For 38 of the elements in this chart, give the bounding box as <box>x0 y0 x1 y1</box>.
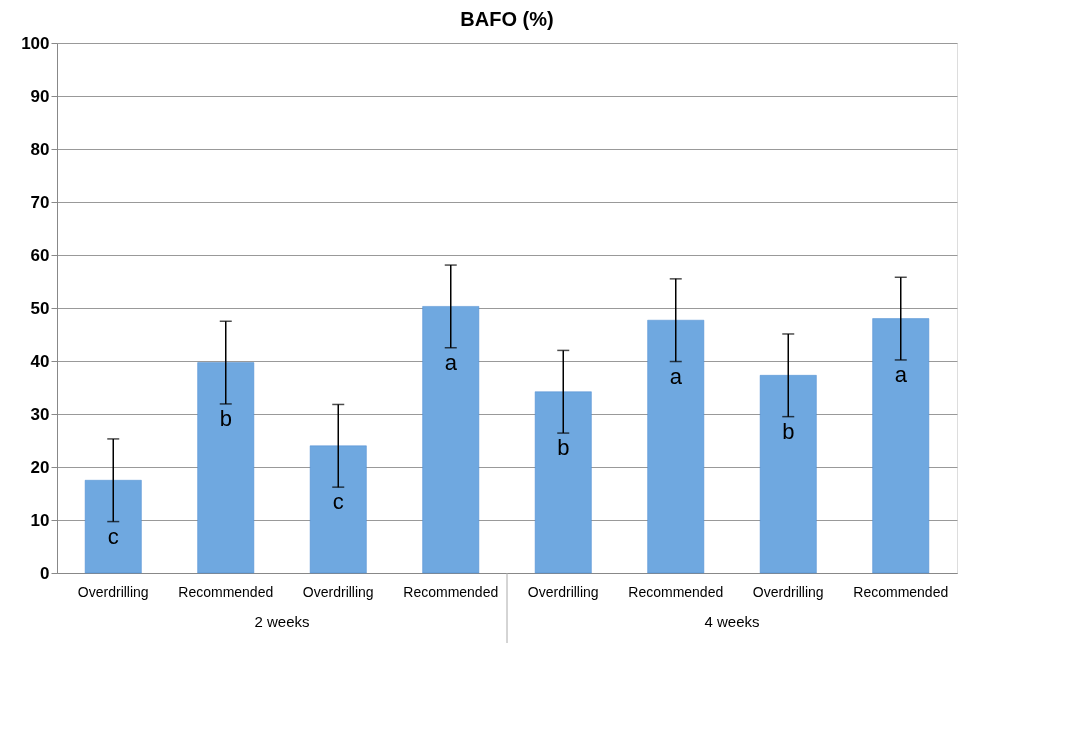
bar <box>422 306 480 574</box>
text: 4 weeks <box>704 613 760 630</box>
x-tick-label: Overdrilling <box>77 583 149 600</box>
bar <box>309 445 367 574</box>
data-label: b <box>782 418 795 444</box>
y-tick-label: 50 <box>30 298 50 318</box>
x-tick-label: Overdrilling <box>752 583 824 600</box>
text: 2 weeks <box>254 613 310 630</box>
x-tick-label: Recommended <box>178 583 274 600</box>
data-label: b <box>219 405 232 431</box>
x-tick-label: Recommended <box>403 583 499 600</box>
y-tick-label: 90 <box>30 86 50 106</box>
data-label: a <box>894 361 908 387</box>
y-tick-label: 100 <box>21 33 50 53</box>
bar <box>872 318 930 574</box>
y-tick-label: 0 <box>40 563 50 583</box>
y-tick-label: 30 <box>30 404 50 424</box>
y-tick-label: 60 <box>30 245 50 265</box>
bar <box>84 480 142 574</box>
x-tick-label: Overdrilling <box>302 583 374 600</box>
bar <box>534 391 592 574</box>
y-tick-label: 40 <box>30 351 50 371</box>
x-tick-label: Overdrilling <box>527 583 599 600</box>
data-label: a <box>669 363 683 389</box>
x-tick-label: Recommended <box>853 583 949 600</box>
data-label: c <box>332 489 344 515</box>
data-label: c <box>107 523 119 549</box>
bar <box>197 362 255 574</box>
data-label: b <box>557 435 570 461</box>
chart-title: BAFO (%) <box>460 8 554 30</box>
y-tick-label: 10 <box>30 510 50 530</box>
data-label: a <box>444 349 458 375</box>
y-tick-label: 70 <box>30 192 50 212</box>
y-tick-label: 80 <box>30 139 50 159</box>
y-tick-label: 20 <box>30 457 50 477</box>
x-tick-label: Recommended <box>628 583 724 600</box>
bar <box>647 319 705 574</box>
bar <box>759 375 817 574</box>
